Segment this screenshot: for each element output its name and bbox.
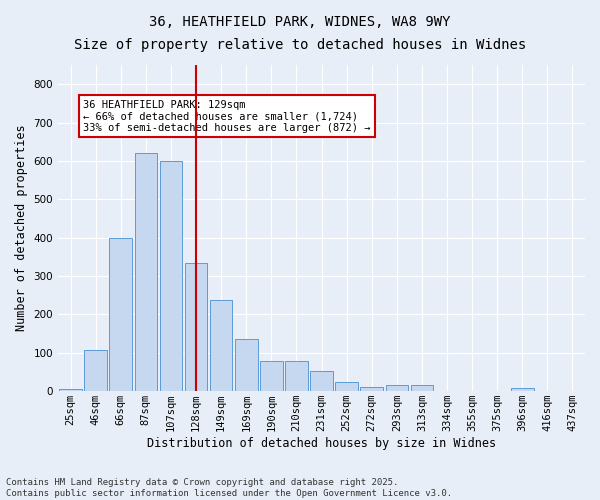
Bar <box>310 371 333 391</box>
Bar <box>235 338 257 391</box>
Bar <box>410 384 433 391</box>
Text: 36, HEATHFIELD PARK, WIDNES, WA8 9WY: 36, HEATHFIELD PARK, WIDNES, WA8 9WY <box>149 15 451 29</box>
Bar <box>210 300 232 391</box>
Bar <box>285 361 308 391</box>
Bar <box>511 388 533 391</box>
X-axis label: Distribution of detached houses by size in Widnes: Distribution of detached houses by size … <box>147 437 496 450</box>
Text: Size of property relative to detached houses in Widnes: Size of property relative to detached ho… <box>74 38 526 52</box>
Bar <box>134 154 157 391</box>
Bar <box>85 350 107 391</box>
Bar <box>160 161 182 391</box>
Bar <box>386 386 408 391</box>
Text: Contains HM Land Registry data © Crown copyright and database right 2025.
Contai: Contains HM Land Registry data © Crown c… <box>6 478 452 498</box>
Bar <box>335 382 358 391</box>
Bar <box>260 361 283 391</box>
Y-axis label: Number of detached properties: Number of detached properties <box>15 125 28 332</box>
Bar <box>59 389 82 391</box>
Text: 36 HEATHFIELD PARK: 129sqm
← 66% of detached houses are smaller (1,724)
33% of s: 36 HEATHFIELD PARK: 129sqm ← 66% of deta… <box>83 100 371 132</box>
Bar <box>109 238 132 391</box>
Bar <box>361 388 383 391</box>
Bar <box>185 262 208 391</box>
